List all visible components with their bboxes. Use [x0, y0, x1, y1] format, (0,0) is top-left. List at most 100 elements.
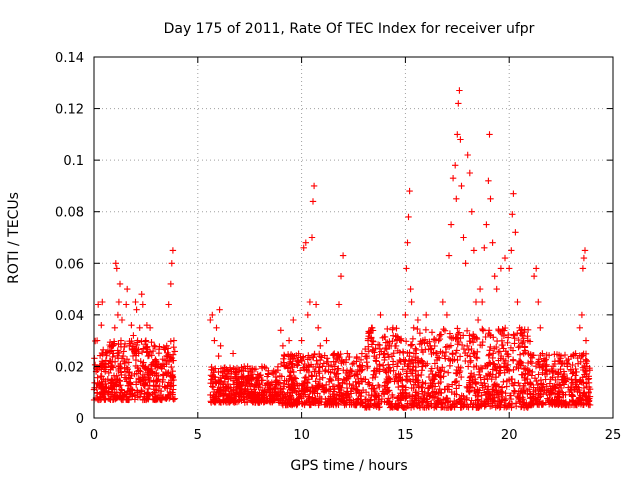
data-point	[576, 394, 583, 401]
data-point	[105, 389, 112, 396]
data-point	[312, 396, 319, 404]
data-point	[240, 378, 247, 386]
data-point	[496, 348, 503, 355]
data-point	[287, 392, 294, 399]
data-point	[133, 389, 141, 396]
data-point	[287, 375, 295, 382]
data-point	[385, 361, 392, 368]
data-point	[157, 363, 164, 370]
data-point	[264, 381, 271, 388]
data-point	[519, 338, 527, 346]
data-point	[354, 387, 361, 395]
data-point	[473, 334, 480, 341]
data-point	[281, 377, 288, 384]
data-point	[456, 87, 463, 94]
data-point	[510, 366, 517, 373]
data-point	[209, 380, 217, 387]
data-point	[470, 363, 478, 371]
data-point	[491, 273, 498, 280]
data-point	[145, 392, 153, 399]
data-point	[369, 382, 376, 389]
data-point	[556, 382, 564, 389]
data-point	[108, 358, 116, 366]
y-tick-label: 0.08	[55, 206, 84, 221]
data-point	[107, 358, 114, 365]
data-point	[485, 383, 492, 390]
data-point	[401, 395, 409, 402]
data-point	[146, 377, 153, 385]
data-point	[401, 360, 408, 368]
data-point	[93, 337, 101, 344]
data-point	[425, 373, 433, 381]
data-point	[140, 363, 147, 370]
data-point	[132, 362, 140, 370]
data-point	[338, 396, 346, 404]
data-point	[125, 359, 132, 366]
data-point	[293, 380, 301, 387]
data-point	[168, 363, 175, 371]
data-point	[578, 311, 586, 319]
data-point	[330, 352, 337, 359]
data-point	[169, 247, 177, 254]
data-point	[368, 341, 376, 348]
data-point	[216, 386, 223, 393]
data-point	[113, 265, 120, 272]
data-point	[291, 401, 298, 408]
data-point	[309, 198, 317, 205]
data-point	[436, 373, 444, 380]
data-point	[98, 349, 106, 357]
data-point	[573, 368, 580, 376]
data-point	[428, 365, 435, 372]
data-point	[377, 311, 384, 319]
data-point	[118, 316, 126, 324]
data-point	[376, 345, 384, 353]
data-point	[419, 348, 427, 356]
y-tick-label: 0.02	[55, 360, 84, 375]
data-point	[337, 273, 345, 280]
data-point	[470, 350, 478, 357]
data-point	[520, 404, 528, 411]
data-point	[303, 379, 311, 386]
data-point	[493, 343, 500, 351]
data-point	[498, 393, 505, 400]
data-point	[129, 340, 137, 347]
x-tick-label: 25	[605, 428, 622, 443]
data-point	[135, 367, 142, 374]
data-point	[513, 363, 520, 371]
data-point	[394, 347, 401, 354]
data-point	[508, 247, 515, 254]
data-point	[155, 376, 162, 383]
data-point	[467, 383, 474, 390]
data-point	[410, 399, 417, 407]
data-point	[364, 337, 372, 344]
data-point	[458, 182, 465, 190]
data-point	[152, 356, 159, 363]
data-point	[485, 352, 492, 359]
data-point	[483, 395, 490, 403]
data-point	[151, 342, 158, 349]
data-point	[547, 376, 554, 383]
data-point	[501, 397, 508, 404]
data-point	[385, 342, 392, 349]
data-point	[363, 354, 371, 362]
data-point	[476, 285, 484, 293]
data-point	[506, 265, 513, 272]
data-point	[307, 398, 315, 405]
data-point	[462, 260, 469, 267]
data-point	[455, 338, 463, 346]
data-point	[392, 403, 399, 410]
data-point	[141, 381, 149, 388]
data-point	[261, 394, 268, 401]
data-point	[374, 341, 382, 348]
data-point	[569, 361, 576, 369]
data-point	[390, 358, 397, 365]
data-point	[370, 346, 377, 353]
data-point	[540, 355, 548, 362]
data-point	[414, 402, 421, 410]
data-point	[557, 355, 564, 362]
data-point	[291, 353, 298, 360]
data-point	[539, 391, 547, 398]
data-point	[487, 343, 494, 351]
data-point	[452, 349, 460, 357]
data-point	[449, 381, 456, 388]
